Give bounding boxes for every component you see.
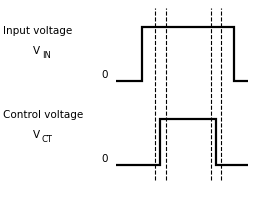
Text: V: V xyxy=(33,130,40,140)
Text: 0: 0 xyxy=(101,154,108,164)
Text: Input voltage: Input voltage xyxy=(3,26,72,36)
Text: Control voltage: Control voltage xyxy=(3,110,83,120)
Text: IN: IN xyxy=(42,51,51,60)
Text: 0: 0 xyxy=(101,70,108,80)
Text: CT: CT xyxy=(42,136,53,144)
Text: V: V xyxy=(33,46,40,56)
